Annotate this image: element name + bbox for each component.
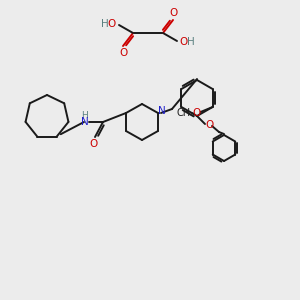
Text: N: N <box>158 106 166 116</box>
Text: O: O <box>119 48 127 58</box>
Text: N: N <box>81 117 89 127</box>
Text: CH₃: CH₃ <box>176 108 195 118</box>
Text: O: O <box>193 108 201 118</box>
Text: O: O <box>180 37 188 47</box>
Text: O: O <box>169 8 177 18</box>
Text: O: O <box>108 19 116 29</box>
Text: O: O <box>206 120 214 130</box>
Text: H: H <box>81 112 87 121</box>
Text: O: O <box>90 139 98 149</box>
Text: H: H <box>101 19 109 29</box>
Text: H: H <box>187 37 195 47</box>
